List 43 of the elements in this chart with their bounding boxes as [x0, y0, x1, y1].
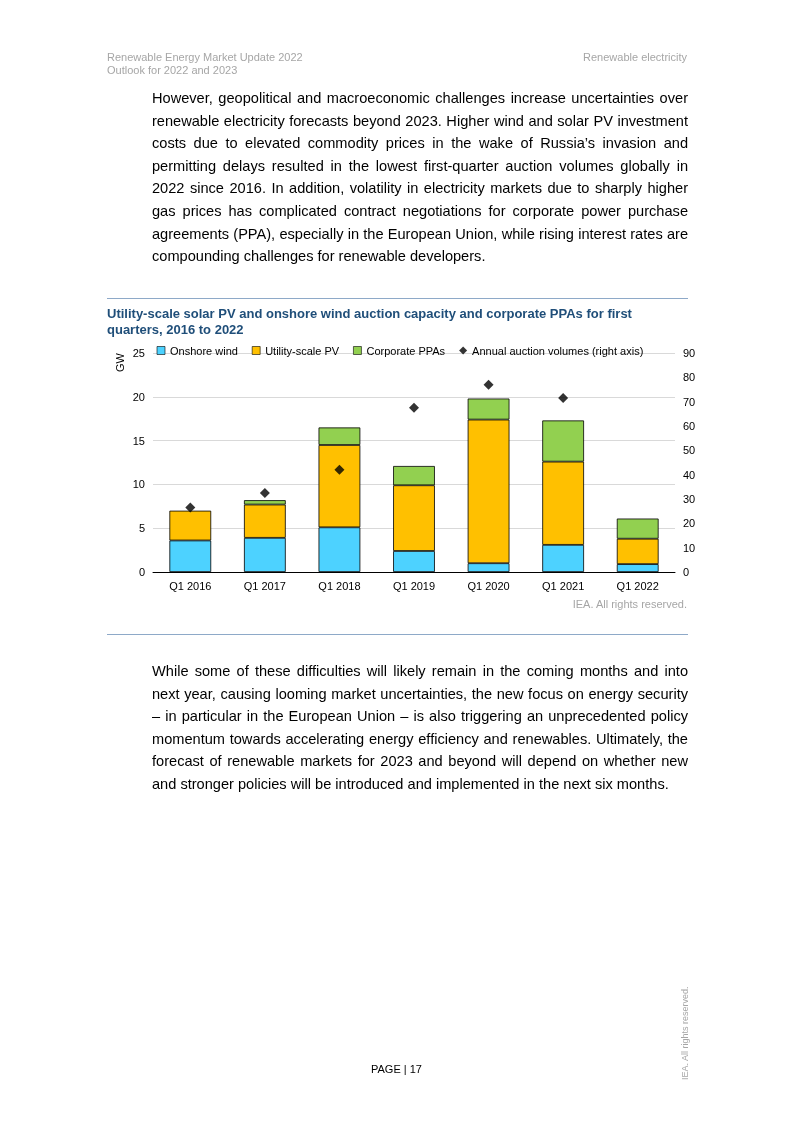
y-tick-label: 5 [138, 522, 145, 535]
chart-title: Utility-scale solar PV and onshore wind auction capacity and corporate PPAs for first quarters, 2016 to 2022 [107, 306, 633, 338]
x-tick-label: Q1 2020 [467, 579, 510, 592]
y2-tick-label: 70 [683, 395, 696, 408]
point [334, 464, 345, 475]
point [483, 379, 494, 390]
y2-tick-label: 10 [683, 541, 696, 554]
text: However, geopolitical and macroeconomic challenges increase uncertainties over renewable electricity forecasts beyond 2023. Higher wind and solar PV investment costs due to elevated commodity prices in the wake of Russia’s invasion and permitting delays resulted in the lowest first-quarter auction volumes globally in 2022 since 2016. In addition, volatility in electricity markets due to sharply higher gas prices has complicated contract negotiations for corporate power purchase agreements (PPA), especially in the European Union, while rising interest rates are compounding challenges for renewable developers. [152, 89, 688, 267]
text: Outlook for 2022 and 2023 [107, 63, 238, 77]
y2-tick-label: 30 [683, 493, 696, 505]
y2-tick-label: 90 [683, 347, 696, 359]
y2-tick-label: 40 [683, 468, 696, 481]
point [185, 502, 196, 513]
legend-label: Corporate PPAs [366, 344, 446, 357]
y2-tick-label: 20 [683, 517, 696, 530]
text: Renewable Energy Market Update 2022 [107, 50, 303, 64]
legend-label: Annual auction volumes (right axis) [472, 344, 644, 357]
text: IEA. All rights reserved. [680, 986, 690, 1080]
y-tick-label: 25 [132, 347, 145, 359]
text: Renewable electricity [583, 50, 687, 64]
y-tick-label: 10 [132, 478, 145, 491]
text: While some of these difficulties will likely remain in the coming months and into next year, causing looming market uncertainties, the new focus on energy security – in particular in the European Union – is also triggering an unprecedented policy momentum towards accelerating energy efficiency and renewables. Ultimately, the forecast of renewable markets for 2023 and beyond will depend on whether new and stronger policies will be introduced and implemented in the next six months. [152, 662, 688, 794]
x-tick-label: Q1 2018 [318, 579, 361, 592]
y2-tick-label: 60 [683, 420, 696, 432]
y-tick-label: 0 [138, 566, 145, 578]
y2-tick-label: 50 [683, 444, 696, 457]
text: IEA. All rights reserved. [572, 597, 687, 611]
x-tick-label: Q1 2019 [392, 579, 436, 592]
x-tick-label: Q1 2021 [542, 579, 585, 592]
y2-tick-label: 0 [683, 566, 690, 578]
point [558, 393, 569, 404]
point [259, 487, 270, 498]
x-tick-label: Q1 2022 [616, 579, 659, 592]
y-axis-title: GW [113, 352, 126, 372]
y-tick-label: 20 [132, 390, 145, 403]
y-tick-label: 15 [132, 434, 145, 447]
text: PAGE | 17 [371, 1063, 422, 1075]
x-tick-label: Q1 2017 [243, 579, 286, 592]
point [409, 402, 419, 413]
y2-tick-label: 80 [683, 371, 696, 384]
legend-label: Onshore wind [170, 344, 238, 357]
x-tick-label: Q1 2016 [169, 579, 212, 592]
legend-label: Utility-scale PV [265, 344, 340, 357]
